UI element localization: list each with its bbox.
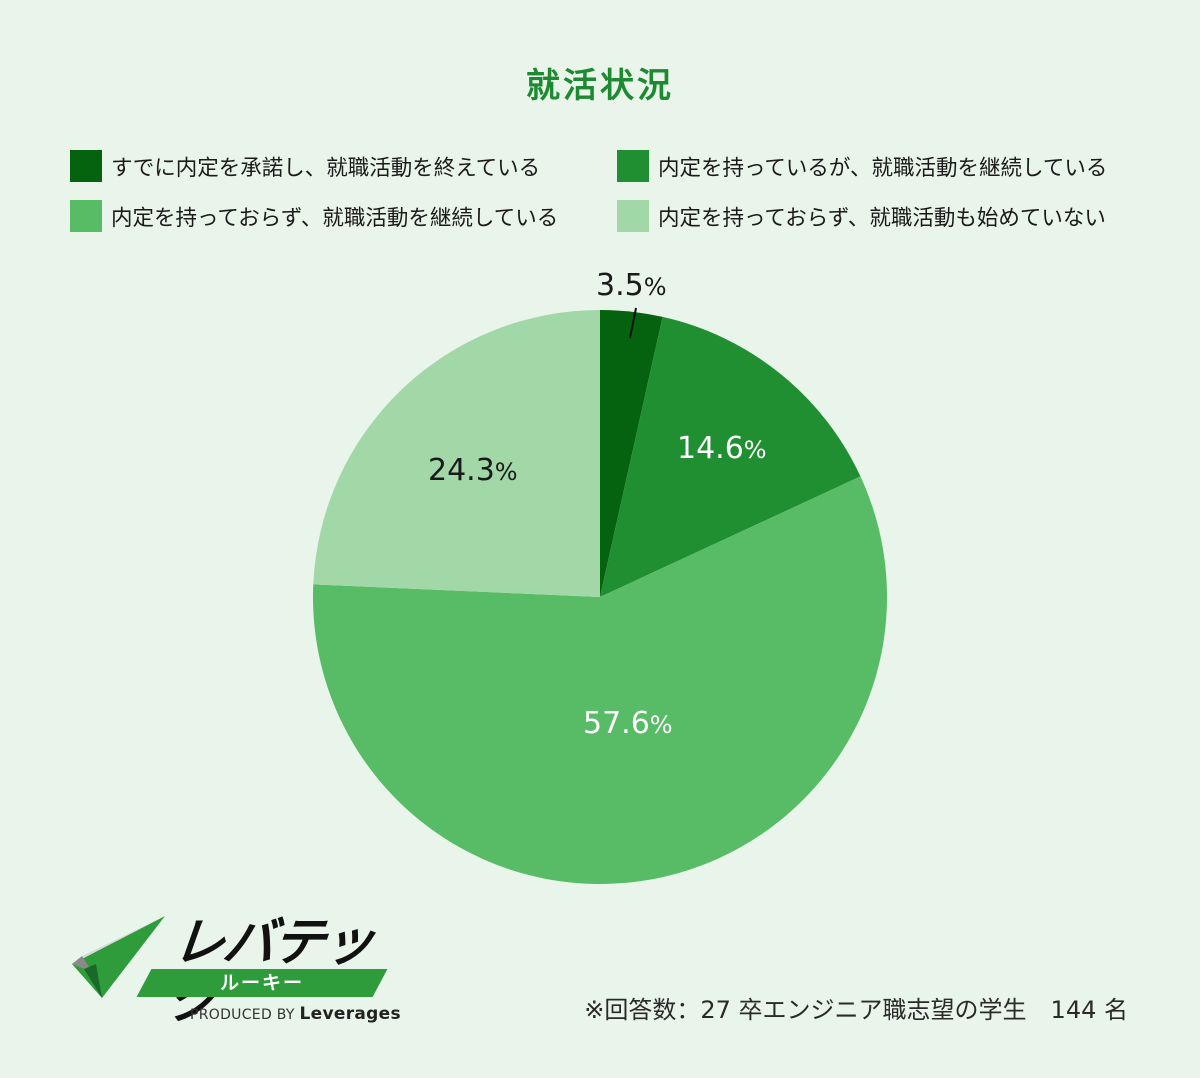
logo-subtitle: ルーキー	[219, 972, 304, 994]
legend-swatch	[617, 150, 649, 182]
chart-title: 就活状況	[526, 66, 674, 106]
slice-label-accepted: 3.5%	[596, 268, 667, 303]
logo-produced-by: PRODUCED BY Leverages	[190, 1004, 401, 1024]
legend-swatch	[70, 200, 102, 232]
logo-check-icon	[72, 916, 165, 998]
slice-label-no-offer-continuing: 57.6%	[583, 706, 673, 741]
legend-swatch	[617, 200, 649, 232]
legend-label: 内定を持っておらず、就職活動を継続している	[111, 205, 559, 231]
pie-slice-no-offer-continuing	[312, 476, 887, 884]
pie-slices	[312, 310, 887, 884]
slice-label-not-started: 24.3%	[428, 453, 518, 488]
legend-label: 内定を持っているが、就職活動を継続している	[658, 155, 1108, 181]
logo-company: Leverages	[299, 1004, 401, 1024]
legend-label: すでに内定を承諾し、就職活動を終えている	[111, 155, 541, 181]
legend-label: 内定を持っておらず、就職活動も始めていない	[658, 205, 1106, 231]
respondent-note: ※回答数：27 卒エンジニア職志望の学生 144 名	[584, 996, 1128, 1024]
legend-item-offer-continuing: 内定を持っているが、就職活動を継続している	[617, 150, 1107, 182]
legend-item-no-offer-continuing: 内定を持っておらず、就職活動を継続している	[70, 200, 558, 232]
levtech-rookie-logo: レバテック ルーキー PRODUCED BY Leverages	[70, 912, 401, 1032]
legend-swatch	[70, 150, 102, 182]
pie-slice-offer-continuing	[600, 316, 861, 597]
leader-line	[629, 307, 637, 339]
pie-slice-accepted	[600, 310, 663, 597]
pie-slice-not-started	[313, 310, 600, 597]
legend-item-not-started: 内定を持っておらず、就職活動も始めていない	[617, 200, 1106, 232]
slice-label-offer-continuing: 14.6%	[677, 431, 767, 466]
legend-item-accepted: すでに内定を承諾し、就職活動を終えている	[70, 150, 540, 182]
